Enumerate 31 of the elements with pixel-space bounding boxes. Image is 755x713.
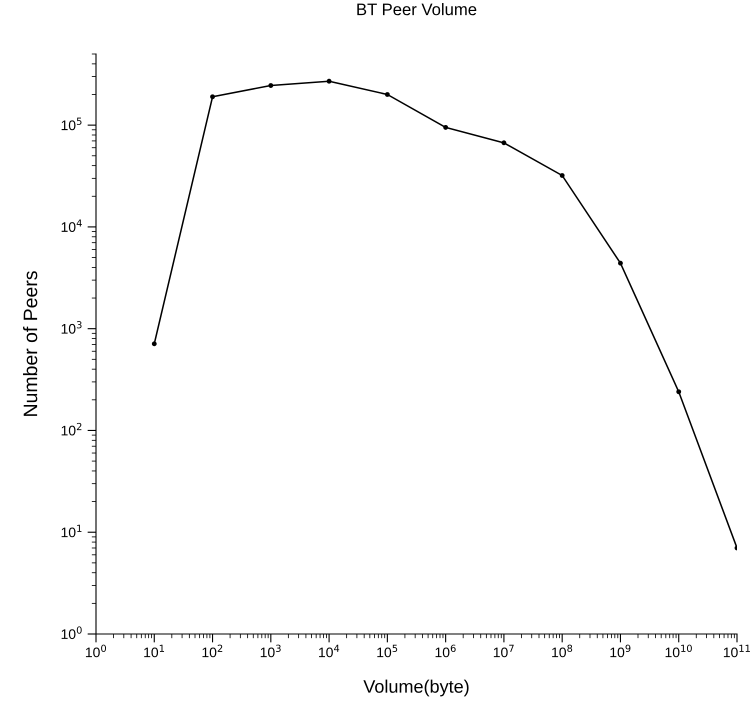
y-tick-label: 10$^{1}$	[62, 524, 82, 538]
point	[384, 92, 390, 97]
y-tick-label: 10$^{5}$	[62, 118, 82, 130]
point	[210, 94, 215, 100]
x-tick-label: 10$^{9}$	[610, 644, 630, 658]
x-axis-title: Volume(byte)	[363, 680, 469, 696]
chart-title: BT Peer Volume	[357, 3, 476, 16]
x-tick-label: 10$^{3}$	[260, 644, 281, 658]
y-tick-label: 10$^{2}$	[62, 422, 82, 436]
x-tick-label: 10$^{5}$	[377, 644, 398, 658]
point	[501, 140, 506, 146]
y-tick-label: 10$^{0}$	[62, 626, 82, 640]
point	[152, 341, 157, 346]
point	[676, 389, 682, 394]
x-tick-label: 10$^{1}$	[144, 644, 164, 658]
y-axis-title: Number of Peers	[23, 271, 38, 416]
x-tick-label: 10$^{0}$	[86, 644, 106, 658]
y-tick-label: 10$^{3}$	[62, 321, 82, 334]
point	[326, 78, 332, 84]
x-tick-label: 10$^{6}$	[436, 644, 456, 658]
x-tick-label: 10$^{2}$	[202, 644, 222, 658]
y-tick-label: 10$^{4}$	[62, 219, 82, 232]
x-tick-label: 10$^{11}$	[724, 644, 750, 658]
x-tick-label: 10$^{8}$	[552, 644, 572, 658]
point	[268, 83, 274, 88]
x-tick-label: 10$^{4}$	[319, 644, 340, 658]
point	[560, 173, 565, 178]
point	[618, 260, 623, 266]
point	[443, 124, 448, 130]
x-tick-label: 10$^{7}$	[494, 644, 514, 658]
x-tick-label: 10$^{10}$	[666, 644, 692, 658]
